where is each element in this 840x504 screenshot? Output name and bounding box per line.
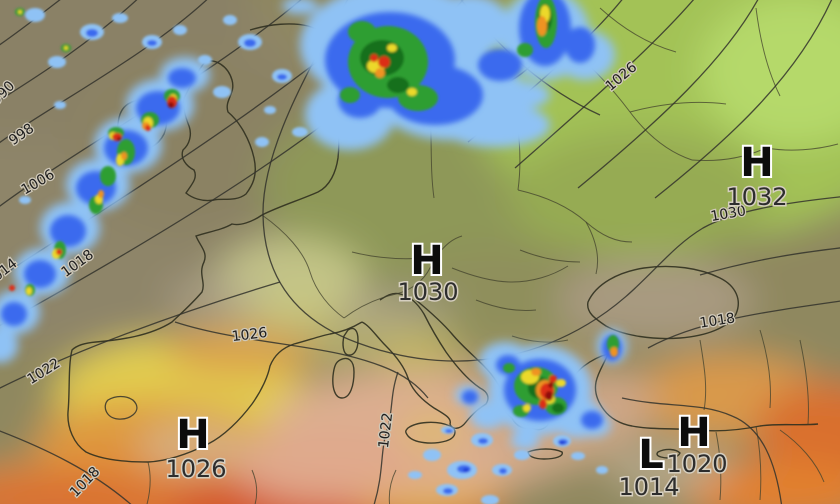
pressure-value: 1014 [618, 473, 679, 501]
pressure-letter: H [410, 238, 443, 284]
isobar-label: 1018 [699, 310, 737, 331]
pressure-letter: H [176, 412, 209, 458]
pressure-value: 1032 [726, 183, 787, 211]
precip-scattered-mediterranean [408, 426, 608, 504]
pressure-letter: H [677, 410, 710, 456]
pressure-value: 1026 [165, 455, 226, 483]
precip-scattered-northwest [15, 8, 308, 204]
pressure-center-high-central-europe: H 1030 [396, 236, 460, 308]
pressure-value: 1020 [666, 450, 727, 478]
precip-baltic-storm [282, 0, 615, 150]
precip-atlantic-front [0, 57, 210, 363]
pressure-letter: L [638, 432, 664, 478]
precipitation-layer [0, 0, 627, 504]
pressure-center-high-anatolia: H 1020 [665, 408, 729, 480]
pressure-center-low-east-mediterranean: L 1014 [617, 430, 681, 503]
isobar-label: 1022 [376, 412, 396, 449]
isobar-label: 1026 [231, 325, 268, 345]
pressure-center-high-iberia: H 1026 [164, 410, 228, 485]
pressure-letter: H [740, 140, 773, 186]
pressure-value: 1030 [397, 278, 458, 306]
pressure-center-layer: H 1032 H 1030 H 1026 H 1020 L 1014 [164, 138, 789, 503]
precip-greece-storm [455, 329, 627, 450]
pressure-center-high-east-europe: H 1032 [725, 138, 789, 213]
